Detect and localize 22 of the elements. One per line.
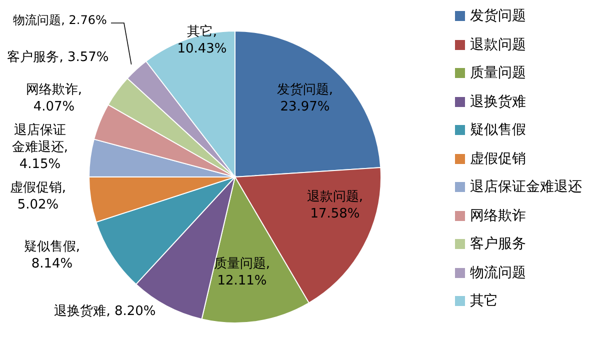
legend-label: 疑似售假: [470, 121, 526, 140]
data-label: 网络欺诈, 4.07%: [26, 82, 82, 114]
legend-label: 虚假促销: [470, 150, 526, 168]
data-label: 质量问题, 12.11%: [214, 256, 270, 288]
legend-label: 客户服务: [470, 235, 526, 254]
data-label: 退店保证金难退还, 4.15%: [12, 122, 68, 172]
data-label: 其它, 10.43%: [177, 23, 227, 56]
legend-label: 网络欺诈: [470, 206, 526, 225]
data-label: 疑似售假, 8.14%: [24, 239, 80, 271]
data-label: 退换货难, 8.20%: [54, 304, 156, 318]
legend-label: 质量问题: [470, 64, 526, 82]
data-label: 退款问题, 17.58%: [306, 189, 364, 221]
legend-label: 退店保证金难退还: [470, 178, 582, 196]
data-label: 物流问题, 2.76%: [13, 13, 107, 27]
legend-label: 物流问题: [470, 264, 526, 282]
data-label: 虚假促销, 5.02%: [10, 180, 66, 212]
legend-label: 发货问题: [470, 7, 526, 26]
legend-label: 退换货难: [470, 92, 526, 111]
data-label: 发货问题, 23.97%: [276, 82, 334, 114]
legend-label: 退款问题: [470, 36, 526, 54]
data-label: 客户服务, 3.57%: [7, 48, 109, 64]
legend-label: 其它: [470, 292, 498, 310]
